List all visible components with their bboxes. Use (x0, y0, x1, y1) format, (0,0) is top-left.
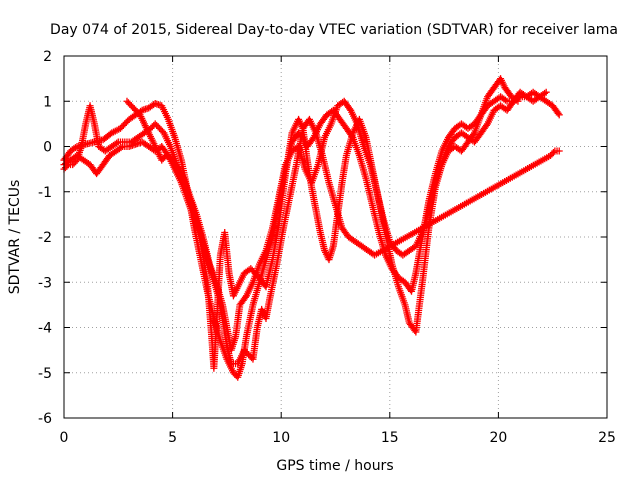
y-tick-label: -3 (38, 275, 52, 291)
series-4 (123, 97, 563, 368)
x-axis-label: GPS time / hours (276, 458, 393, 474)
data-point (113, 139, 121, 147)
y-tick-label: -2 (38, 230, 52, 246)
y-axis-label: SDTVAR / TECUs (7, 180, 23, 295)
series-2 (60, 75, 522, 372)
y-tick-label: 2 (43, 49, 52, 65)
x-tick-labels: 0 5 10 15 20 25 (60, 430, 616, 446)
y-tick-label: 0 (43, 140, 52, 156)
data-point (555, 111, 563, 119)
axis-ticks (63, 55, 608, 419)
data-point (469, 130, 477, 138)
data-point (554, 109, 562, 117)
y-tick-label: -5 (38, 366, 52, 382)
data-point (541, 89, 549, 97)
data-point (174, 164, 182, 172)
data-point (555, 147, 563, 155)
data-point (71, 144, 79, 152)
x-tick-label: 0 (60, 430, 69, 446)
data-point (501, 96, 509, 104)
y-tick-label: 1 (43, 94, 52, 110)
y-tick-label: -1 (38, 185, 52, 201)
y-tick-label: -6 (38, 411, 52, 427)
y-tick-labels: -6 -5 -4 -3 -2 -1 0 1 2 (38, 49, 52, 427)
data-point (549, 149, 557, 157)
x-tick-label: 5 (168, 430, 177, 446)
y-tick-label: -4 (38, 321, 52, 337)
data-points (60, 75, 563, 381)
x-tick-label: 20 (489, 430, 507, 446)
x-tick-label: 15 (381, 430, 399, 446)
x-tick-label: 25 (598, 430, 616, 446)
x-tick-label: 10 (272, 430, 290, 446)
data-point (542, 88, 550, 96)
chart-title: Day 074 of 2015, Sidereal Day-to-day VTE… (50, 22, 618, 38)
data-point (63, 162, 71, 170)
